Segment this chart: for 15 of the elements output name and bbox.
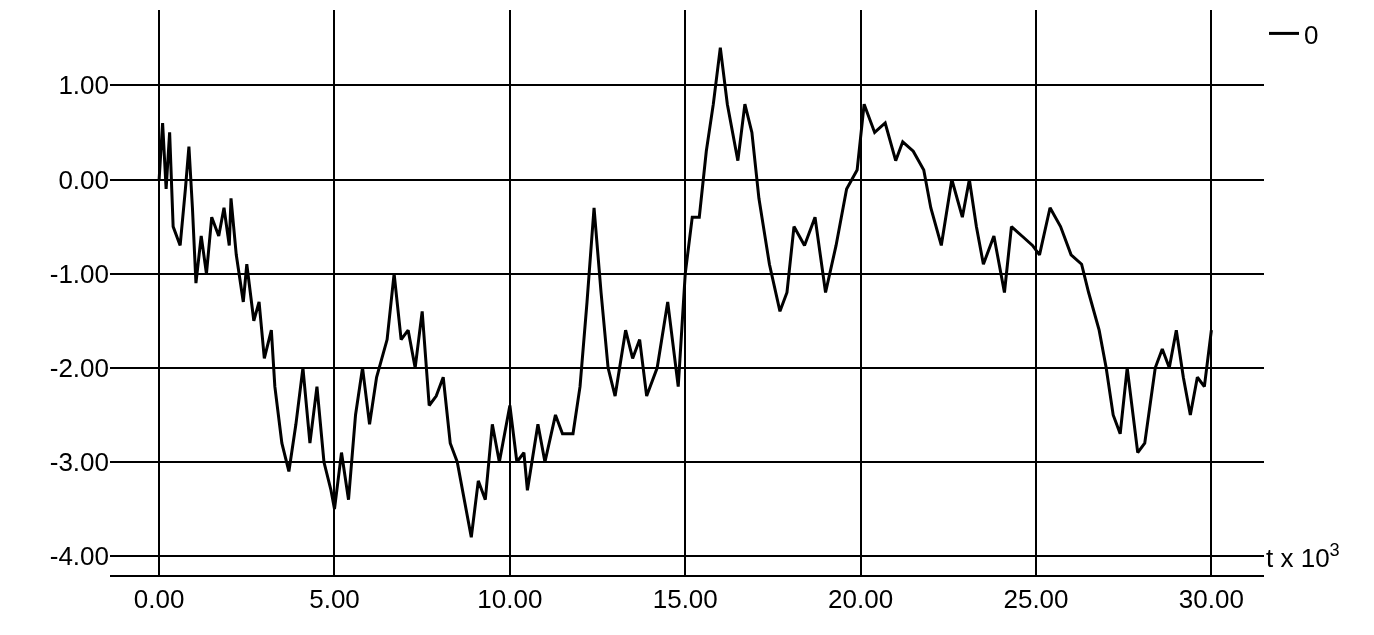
x-tick-label: 5.00 xyxy=(309,583,360,614)
y-tick-label: 1.00 xyxy=(58,70,109,101)
y-tick-label: -1.00 xyxy=(49,258,109,289)
x-tick-label: 0.00 xyxy=(133,583,185,614)
x-tick-label: 30.00 xyxy=(1178,583,1244,614)
legend-label: 0 xyxy=(1304,19,1319,50)
x-axis-title: t x 10$^{3}$ xyxy=(1266,540,1340,573)
y-tick-label: 0.00 xyxy=(58,164,109,195)
x-tick-label: 20.00 xyxy=(828,583,894,614)
x-tick-label: 15.00 xyxy=(652,583,718,614)
y-tick-label: -3.00 xyxy=(49,447,109,478)
y-tick-label: -2.00 xyxy=(49,352,109,383)
x-tick-label: 10.00 xyxy=(477,583,543,614)
x-tick-label: 25.00 xyxy=(1003,583,1069,614)
y-tick-label: -4.00 xyxy=(49,541,109,572)
